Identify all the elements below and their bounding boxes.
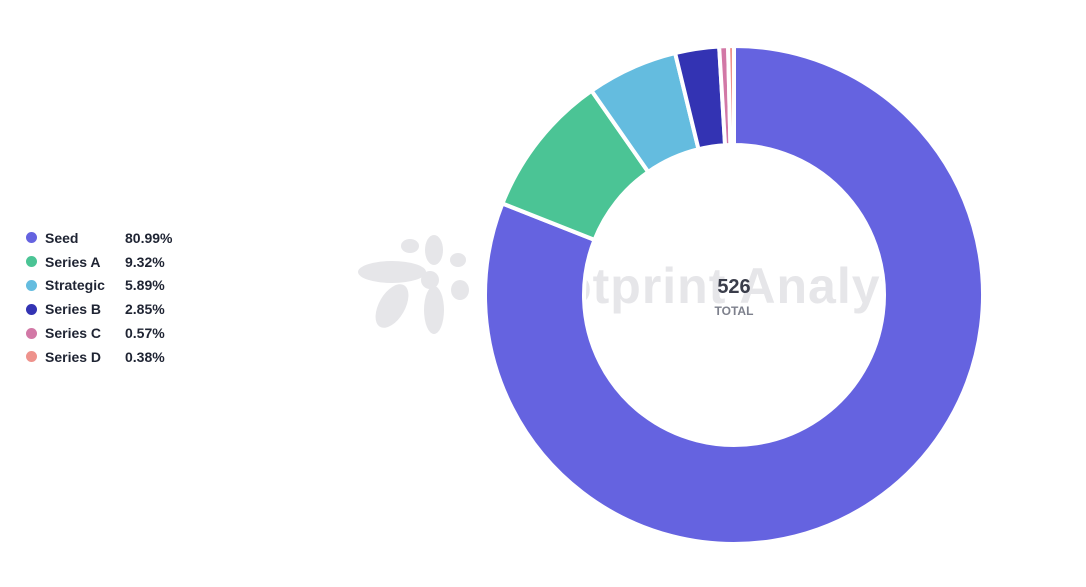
legend-label: Series D bbox=[45, 348, 102, 365]
legend-item-seed[interactable]: Seed 80.99% bbox=[26, 226, 196, 250]
legend-item-series-d[interactable]: Series D 0.38% bbox=[26, 345, 196, 369]
donut-slice-seed[interactable] bbox=[483, 44, 985, 546]
legend-label: Strategic bbox=[45, 277, 105, 294]
donut-slice-series-d[interactable] bbox=[726, 44, 736, 148]
legend-dot bbox=[26, 351, 37, 363]
legend-dot bbox=[26, 256, 37, 268]
legend-item-strategic[interactable]: Strategic 5.89% bbox=[26, 274, 196, 298]
total-value: 526 bbox=[717, 276, 750, 298]
legend-item-series-a[interactable]: Series A 9.32% bbox=[26, 250, 196, 274]
legend-value: 0.57% bbox=[125, 325, 165, 342]
legend-label: Series C bbox=[45, 325, 102, 342]
donut-slices bbox=[483, 44, 985, 546]
chart-legend: Seed 80.99% Series A 9.32% Strategic 5.89% Ser… bbox=[26, 226, 196, 369]
legend-label: Series A bbox=[45, 253, 101, 270]
legend-value: 2.85% bbox=[125, 301, 165, 318]
legend-label: Seed bbox=[45, 229, 79, 246]
legend-value: 80.99% bbox=[125, 229, 173, 246]
legend-dot bbox=[26, 327, 37, 339]
legend-value: 9.32% bbox=[125, 253, 165, 270]
legend-dot bbox=[26, 232, 37, 244]
legend-item-series-c[interactable]: Series C 0.57% bbox=[26, 321, 196, 345]
legend-dot bbox=[26, 279, 37, 291]
legend-value: 0.38% bbox=[125, 348, 165, 365]
legend-label: Series B bbox=[45, 301, 102, 318]
legend-value: 5.89% bbox=[125, 277, 165, 294]
legend-dot bbox=[26, 303, 37, 315]
legend-item-series-b[interactable]: Series B 2.85% bbox=[26, 297, 196, 321]
total-label: TOTAL bbox=[715, 304, 754, 318]
